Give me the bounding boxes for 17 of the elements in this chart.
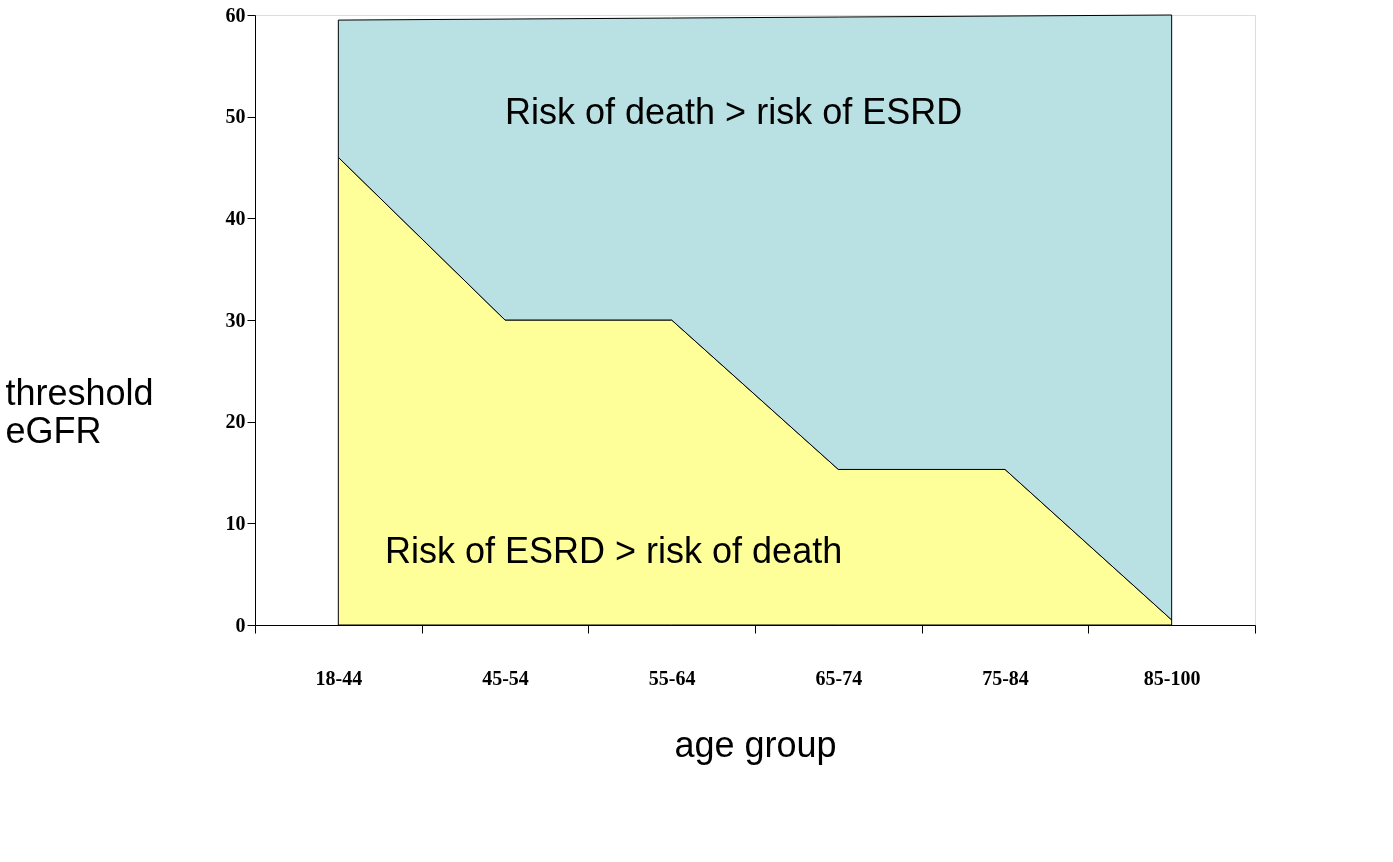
y-tick-label: 10 — [225, 511, 246, 534]
y-tick-label: 50 — [225, 105, 246, 128]
x-tick-label: 55-64 — [648, 666, 696, 689]
x-tick-label: 75-84 — [982, 666, 1029, 689]
x-tick-label: 45-54 — [482, 666, 529, 689]
y-tick-label: 60 — [225, 3, 246, 26]
y-tick-label: 40 — [225, 206, 246, 229]
series-label: Risk of death > risk of ESRD — [505, 90, 963, 132]
y-tick-label: 0 — [235, 613, 246, 636]
x-axis-title: age group — [674, 723, 837, 765]
x-tick-label: 18-44 — [315, 666, 363, 689]
x-tick-label: 65-74 — [815, 666, 863, 689]
y-tick-label: 30 — [225, 308, 246, 331]
y-tick-label: 20 — [225, 410, 246, 433]
series-label: Risk of ESRD > risk of death — [385, 529, 843, 571]
x-tick-label: 85-100 — [1143, 666, 1201, 689]
y-axis-title: threshold eGFR — [5, 371, 154, 451]
